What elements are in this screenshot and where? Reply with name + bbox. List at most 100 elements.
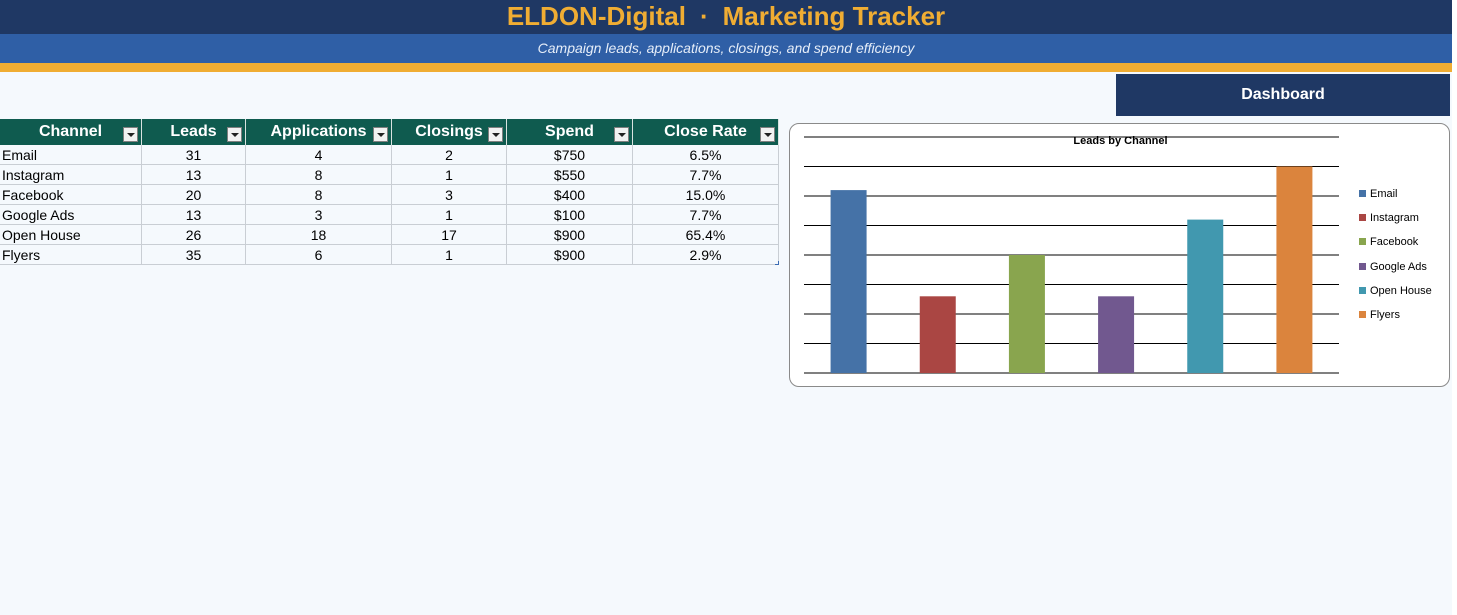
table-cell[interactable]: $900 [506, 224, 633, 245]
subtitle-bar: Campaign leads, applications, closings, … [0, 34, 1452, 63]
column-header-spend: Spend [506, 119, 633, 145]
bar-google-ads[interactable] [1098, 296, 1135, 373]
subtitle: Campaign leads, applications, closings, … [537, 40, 915, 56]
bar-instagram[interactable] [919, 296, 956, 373]
filter-dropdown-icon[interactable] [227, 127, 242, 142]
table-cell[interactable]: $900 [506, 244, 633, 265]
table-cell[interactable]: 7.7% [632, 204, 779, 225]
table-cell[interactable]: $100 [506, 204, 633, 225]
table-cell[interactable]: Flyers [0, 244, 142, 265]
legend-swatch [1359, 310, 1366, 318]
column-header-closings: Closings [391, 119, 507, 145]
dashboard-button[interactable]: Dashboard [1116, 74, 1450, 116]
bar-flyers[interactable] [1276, 166, 1313, 374]
table-cell[interactable]: 17 [391, 224, 507, 245]
legend-item: Open House [1359, 283, 1432, 307]
table-row: Instagram 13 8 1 $550 7.7% [0, 164, 779, 185]
table-row: Email 31 4 2 $750 6.5% [0, 145, 779, 165]
brand-name: ELDON-Digital [506, 1, 686, 31]
table-cell[interactable]: 8 [245, 164, 392, 185]
column-label: Leads [170, 123, 217, 140]
bar-facebook[interactable] [1008, 255, 1045, 373]
app-title: Marketing Tracker [722, 1, 946, 31]
title-separator: · [699, 1, 709, 31]
filter-dropdown-icon[interactable] [123, 127, 138, 142]
column-header-applications: Applications [245, 119, 392, 145]
table-cell[interactable]: 3 [245, 204, 392, 225]
legend-swatch [1359, 286, 1366, 294]
legend-label: Instagram [1370, 212, 1419, 225]
app-title-bar: ELDON-Digital · Marketing Tracker [0, 0, 1452, 34]
sheet-edge [1452, 0, 1457, 615]
column-label: Channel [38, 123, 103, 140]
table-cell[interactable]: Email [0, 145, 142, 165]
table-cell[interactable]: 3 [391, 184, 507, 205]
legend-swatch [1359, 190, 1366, 197]
table-cell[interactable]: Google Ads [0, 204, 142, 225]
leads-chart[interactable]: Leads by Channel Email Instagram Facebook G… [789, 123, 1450, 387]
legend-item: Flyers [1359, 307, 1432, 331]
legend-swatch [1359, 214, 1366, 222]
marketing-table: Channel Leads Applications Closings Spen… [0, 119, 779, 265]
table-cell[interactable]: Instagram [0, 164, 142, 185]
filter-dropdown-icon[interactable] [373, 127, 388, 142]
table-row: Open House 26 18 17 $900 65.4% [0, 224, 779, 245]
table-cell[interactable]: 1 [391, 244, 507, 265]
column-label: Closings [415, 123, 483, 140]
legend-item: Facebook [1359, 234, 1432, 258]
legend-item: Instagram [1359, 210, 1432, 234]
legend-label: Open House [1370, 284, 1432, 297]
table-cell[interactable]: 2 [391, 145, 507, 165]
table-resize-handle[interactable] [775, 261, 779, 265]
chart-legend: Email Instagram Facebook Google Ads Open Hou… [1359, 186, 1432, 331]
table-row: Facebook 20 8 3 $400 15.0% [0, 184, 779, 205]
table-cell[interactable]: 6.5% [632, 145, 779, 165]
accent-divider [0, 63, 1452, 72]
table-cell[interactable]: 13 [141, 204, 246, 225]
table-cell[interactable]: Facebook [0, 184, 142, 205]
table-cell[interactable]: $550 [506, 164, 633, 185]
filter-dropdown-icon[interactable] [760, 127, 775, 142]
table-cell[interactable]: 2.9% [632, 244, 779, 265]
table-cell[interactable]: 20 [141, 184, 246, 205]
table-cell[interactable]: $750 [506, 145, 633, 165]
table-cell[interactable]: 31 [141, 145, 246, 165]
column-header-leads: Leads [141, 119, 246, 145]
legend-label: Email [1370, 188, 1398, 200]
legend-swatch [1359, 262, 1366, 270]
chart-plot [804, 136, 1339, 374]
column-label: Applications [270, 123, 367, 140]
bar-open-house[interactable] [1187, 219, 1224, 373]
table-row: Flyers 35 6 1 $900 2.9% [0, 244, 779, 265]
table-cell[interactable]: 4 [245, 145, 392, 165]
legend-swatch [1359, 238, 1366, 246]
table-cell[interactable]: 26 [141, 224, 246, 245]
legend-label: Google Ads [1370, 260, 1427, 273]
filter-dropdown-icon[interactable] [488, 127, 503, 142]
column-label: Spend [545, 123, 594, 140]
column-header-channel: Channel [0, 119, 142, 145]
table-cell[interactable]: 7.7% [632, 164, 779, 185]
chart-title: Leads by Channel [1073, 135, 1168, 147]
filter-dropdown-icon[interactable] [614, 127, 629, 142]
column-header-close-rate: Close Rate [632, 119, 779, 145]
legend-item: Email [1359, 186, 1432, 210]
table-row: Google Ads 13 3 1 $100 7.7% [0, 204, 779, 225]
table-cell[interactable]: 18 [245, 224, 392, 245]
table-cell[interactable]: $400 [506, 184, 633, 205]
table-cell[interactable]: 8 [245, 184, 392, 205]
table-header-row: Channel Leads Applications Closings Spen… [0, 119, 779, 145]
column-label: Close Rate [664, 123, 747, 140]
legend-label: Flyers [1370, 308, 1400, 321]
table-cell[interactable]: 35 [141, 244, 246, 265]
legend-label: Facebook [1370, 236, 1419, 249]
table-cell[interactable]: 65.4% [632, 224, 779, 245]
table-cell[interactable]: 13 [141, 164, 246, 185]
table-cell[interactable]: Open House [0, 224, 142, 245]
table-cell[interactable]: 15.0% [632, 184, 779, 205]
bar-email[interactable] [830, 190, 867, 373]
legend-item: Google Ads [1359, 259, 1432, 283]
table-cell[interactable]: 6 [245, 244, 392, 265]
table-cell[interactable]: 1 [391, 164, 507, 185]
table-cell[interactable]: 1 [391, 204, 507, 225]
